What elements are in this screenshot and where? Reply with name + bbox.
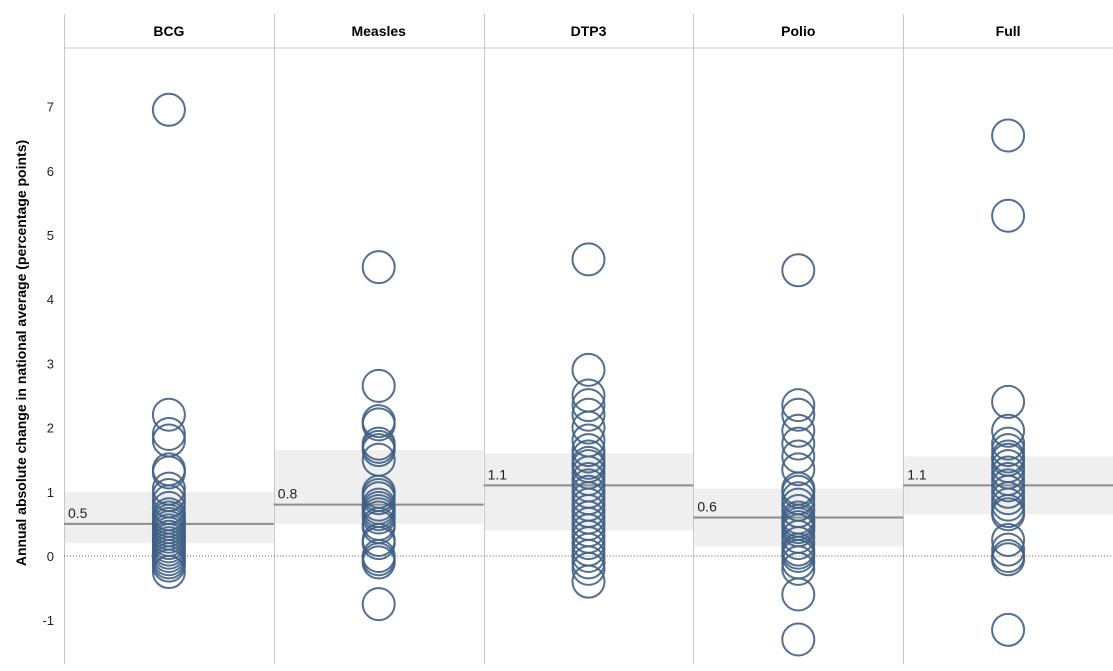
data-point <box>991 413 1026 448</box>
data-point <box>151 452 186 487</box>
data-point <box>361 433 396 468</box>
bands-layer <box>65 450 1113 547</box>
data-point <box>991 487 1026 522</box>
reference-label: 1.1 <box>488 466 508 482</box>
data-point <box>571 439 606 474</box>
data-point <box>781 413 816 448</box>
data-point <box>571 551 606 586</box>
y-tick-label: -1 <box>42 613 54 628</box>
data-point <box>361 526 396 561</box>
points-layer <box>151 92 1026 657</box>
data-point <box>151 423 186 458</box>
data-point <box>781 253 816 288</box>
data-point <box>361 500 396 535</box>
data-point <box>991 468 1026 503</box>
data-point <box>991 497 1026 532</box>
data-point <box>781 439 816 474</box>
panel-header-polio: Polio <box>781 23 815 39</box>
y-tick-label: 0 <box>47 549 54 564</box>
y-axis: -1 0 1 2 3 4 5 6 7 <box>42 100 54 629</box>
data-point <box>991 542 1026 577</box>
y-tick-label: 7 <box>47 100 54 115</box>
data-point <box>991 532 1026 567</box>
data-point <box>571 564 606 599</box>
data-point <box>151 397 186 432</box>
data-point <box>781 388 816 423</box>
band-dtp3 <box>484 453 694 531</box>
data-point <box>781 622 816 657</box>
data-point <box>571 242 606 277</box>
band-measles <box>274 450 484 524</box>
labels-layer: 0.5 BCG 0.8 Measles 1.1 DTP3 0.6 Polio 1.1 Full <box>68 23 1021 521</box>
data-point <box>151 555 186 590</box>
y-tick-label: 3 <box>47 356 54 371</box>
data-point <box>991 384 1026 419</box>
data-point <box>151 455 186 490</box>
data-point <box>571 397 606 432</box>
data-point <box>991 481 1026 516</box>
data-point <box>991 198 1026 233</box>
data-point <box>151 92 186 127</box>
data-point <box>781 577 816 612</box>
data-point <box>781 539 816 573</box>
data-point <box>361 368 396 403</box>
data-point <box>781 426 816 461</box>
data-point <box>781 551 816 586</box>
data-point <box>571 545 606 580</box>
y-tick-label: 4 <box>47 292 54 307</box>
data-point <box>571 532 606 567</box>
data-point <box>991 474 1026 509</box>
reference-label: 0.5 <box>68 505 88 521</box>
data-point <box>781 526 816 561</box>
data-point <box>361 545 396 580</box>
y-tick-label: 2 <box>47 421 54 436</box>
data-point <box>571 378 606 413</box>
data-point <box>781 545 816 580</box>
data-point <box>991 522 1026 557</box>
panel-header-measles: Measles <box>351 23 406 39</box>
y-tick-label: 6 <box>47 164 54 179</box>
data-point <box>361 587 396 622</box>
data-point <box>571 388 606 423</box>
reference-lines <box>64 484 1113 525</box>
panel-header-bcg: BCG <box>153 23 184 39</box>
panel-header-dtp3: DTP3 <box>571 23 607 39</box>
reference-label: 0.6 <box>697 498 717 514</box>
reference-label: 0.8 <box>278 486 298 502</box>
data-point <box>781 452 816 487</box>
data-point <box>361 481 396 516</box>
data-point <box>571 352 606 387</box>
data-point <box>781 397 816 432</box>
y-tick-label: 1 <box>47 485 54 500</box>
data-point <box>991 612 1026 647</box>
data-point <box>571 539 606 573</box>
data-point <box>151 548 186 583</box>
data-point <box>361 407 396 442</box>
data-point <box>571 410 606 445</box>
data-point <box>571 433 606 468</box>
reference-label: 1.1 <box>907 466 927 482</box>
data-point <box>991 118 1026 153</box>
data-point <box>361 250 396 285</box>
y-tick-label: 5 <box>47 228 54 243</box>
data-point <box>991 426 1026 461</box>
data-point <box>571 526 606 561</box>
data-point <box>151 417 186 452</box>
y-axis-title: Annual absolute change in national avera… <box>13 140 29 566</box>
panel-header-full: Full <box>996 23 1021 39</box>
data-point <box>991 433 1026 468</box>
